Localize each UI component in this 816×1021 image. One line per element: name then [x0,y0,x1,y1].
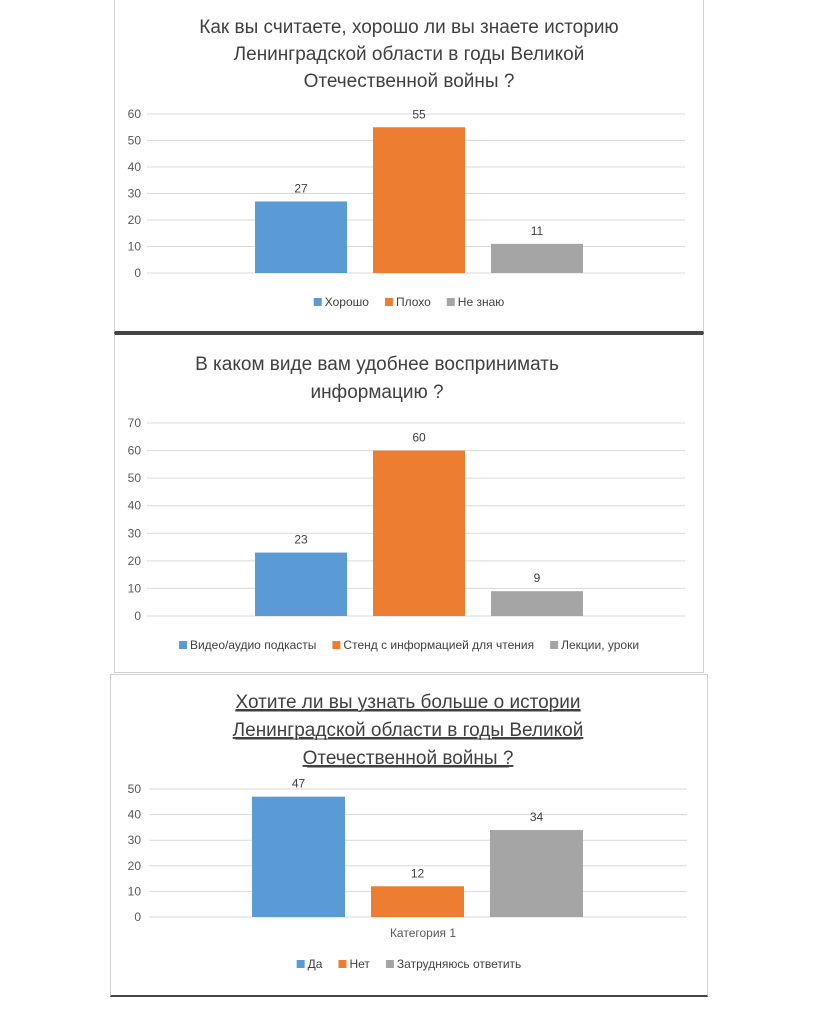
chart-panel-knowledge: Как вы считаете, хорошо ли вы знаете ист… [114,0,704,333]
legend-label: Нет [349,957,370,971]
y-tick-label: 20 [128,554,142,568]
legend: Хорошо Плохо Не знаю [313,295,504,309]
chart-panel-interest: Хотите ли вы узнать больше о истории Лени… [110,674,708,997]
y-tick-label: 0 [134,266,141,280]
y-tick-label: 50 [128,471,142,485]
y-tick-label: 30 [128,526,142,540]
y-tick-label: 10 [128,240,142,254]
chart-title-line: Хотите ли вы узнать больше о истории [236,692,581,713]
legend-label: Затрудняюсь ответить [397,957,521,971]
legend-swatch [313,298,322,306]
bar-1 [255,201,347,273]
chart-title-line: Ленинградской области в годы Великой [234,44,585,65]
data-label: 27 [294,181,308,195]
bar-2 [371,886,464,917]
bar-3 [491,591,583,616]
bar-3 [490,829,583,917]
bar-2 [373,127,465,273]
y-tick-label: 60 [128,107,142,121]
legend-label: Видео/аудио подкасты [190,638,316,652]
chart-panel-format: В каком виде вам удобнее воспринимать инф… [114,333,704,673]
y-tick-label: 20 [128,213,142,227]
chart-title-line: Отечественной войны ? [303,748,514,769]
data-label: 23 [294,533,308,547]
legend-label: Лекции, уроки [561,638,639,652]
data-label: 34 [530,810,544,824]
data-label: 60 [412,431,426,445]
chart-title-line: Как вы считаете, хорошо ли вы знаете ист… [199,17,618,38]
y-tick-label: 50 [128,782,142,796]
legend-swatch [384,298,393,306]
legend-swatch [446,298,455,306]
data-label: 11 [531,224,544,238]
y-tick-label: 0 [134,910,141,924]
x-category-label: Категория 1 [390,926,456,940]
data-label: 12 [411,866,425,880]
y-tick-label: 20 [128,859,142,873]
chart-title-line: В каком виде вам удобнее воспринимать [195,354,559,375]
y-tick-label: 30 [128,187,142,201]
legend-swatch [550,641,559,649]
chart-title-line: Отечественной войны ? [304,71,515,92]
legend-swatch [338,960,347,968]
y-tick-label: 30 [128,833,142,847]
chart-interest: Хотите ли вы узнать больше о истории Лени… [128,692,687,971]
legend-swatch [332,641,341,649]
y-tick-label: 40 [128,499,142,513]
legend-swatch [178,641,187,649]
chart-title-line: информацию ? [310,382,443,403]
data-label: 47 [292,777,306,791]
bar-3 [491,243,583,273]
legend-swatch [296,960,305,968]
legend-label: Плохо [396,295,431,309]
legend-label: Да [308,957,323,971]
data-label: 9 [534,571,541,585]
legend-label: Не знаю [458,295,504,309]
legend: Видео/аудио подкасты Стенд с информацией … [178,638,639,652]
chart-knowledge: Как вы считаете, хорошо ли вы знаете ист… [128,17,685,309]
y-tick-label: 10 [128,884,142,898]
bar-2 [373,450,465,616]
legend-swatch [385,960,394,968]
y-tick-label: 40 [128,160,142,174]
chart-title-line: Ленинградской области в годы Великой [233,720,584,741]
y-tick-label: 10 [128,581,142,595]
bar-1 [252,796,345,917]
chart-format: В каком виде вам удобнее воспринимать инф… [128,354,685,652]
legend-label: Стенд с информацией для чтения [343,638,534,652]
y-tick-label: 40 [128,808,142,822]
y-tick-label: 50 [128,134,142,148]
bar-1 [255,552,347,616]
y-tick-label: 60 [128,444,142,458]
y-tick-label: 0 [134,609,141,623]
legend-label: Хорошо [325,295,370,309]
legend: Да Нет Затрудняюсь ответить [296,957,521,971]
y-tick-label: 70 [128,416,142,430]
data-label: 55 [412,107,426,121]
